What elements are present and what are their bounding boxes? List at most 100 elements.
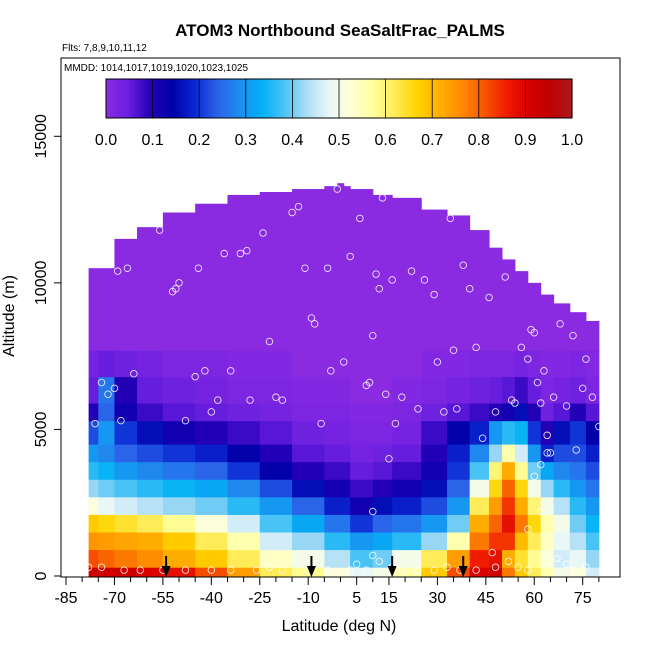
heatmap-cell xyxy=(569,420,587,445)
colorbar-segment xyxy=(513,79,518,118)
heatmap-cell xyxy=(88,420,99,445)
colorbar-tick-label: 0.6 xyxy=(374,132,396,149)
heatmap-cell xyxy=(227,194,261,351)
heatmap-cell xyxy=(569,461,587,480)
heatmap-cell xyxy=(88,444,99,463)
colorbar-segment xyxy=(484,79,489,118)
colorbar-segment xyxy=(423,79,427,118)
heatmap-cell xyxy=(392,197,422,351)
heatmap-cell xyxy=(553,444,571,463)
colorbar-segment xyxy=(368,79,372,118)
heatmap-cell xyxy=(98,403,115,422)
heatmap-cell xyxy=(162,567,196,577)
colorbar-segment xyxy=(551,79,556,118)
colorbar-segment xyxy=(309,79,314,118)
heatmap-cell xyxy=(292,461,325,480)
sample-point xyxy=(130,369,138,378)
colorbar-segment xyxy=(295,79,299,118)
sample-point xyxy=(307,314,316,322)
colorbar-tick-label: 0.5 xyxy=(328,132,350,149)
colorbar-segment xyxy=(490,79,494,118)
colorbar-segment xyxy=(373,79,378,118)
heatmap-cell xyxy=(421,209,448,351)
heatmap-cell xyxy=(350,403,374,422)
colorbar-segment xyxy=(164,79,168,118)
heatmap-cell xyxy=(501,514,516,533)
heatmap-cell xyxy=(114,350,138,378)
colorbar-segment xyxy=(505,79,509,118)
heatmap-cell xyxy=(447,514,471,533)
heatmap-cell xyxy=(162,376,196,404)
sample-point xyxy=(540,367,548,375)
heatmap-cell xyxy=(527,532,542,551)
colorbar-segment xyxy=(449,79,454,118)
heatmap-cell xyxy=(392,514,422,533)
colorbar-segment xyxy=(152,79,157,118)
colorbar-segment xyxy=(117,79,122,118)
colorbar-segment xyxy=(397,79,401,118)
sample-point xyxy=(578,384,587,393)
colorbar-segment xyxy=(432,79,436,118)
heatmap-cell xyxy=(227,479,261,498)
sample-point xyxy=(288,208,296,217)
heatmap-cell xyxy=(514,376,529,404)
sample-point xyxy=(278,396,287,404)
heatmap-cell xyxy=(489,567,503,577)
sample-point xyxy=(536,507,545,516)
heatmap-cell xyxy=(569,403,587,422)
heatmap-cell xyxy=(501,350,516,378)
colorbar-segment xyxy=(132,79,136,118)
heatmap-cell xyxy=(88,403,99,422)
sample-point xyxy=(533,378,542,387)
colorbar-segment xyxy=(566,79,570,118)
heatmap-cell xyxy=(540,514,555,533)
sample-point xyxy=(414,566,422,574)
heatmap-cell xyxy=(292,496,325,515)
heatmap-cell xyxy=(114,238,138,351)
heatmap-cell xyxy=(114,496,138,515)
heatmap-cell xyxy=(350,514,374,533)
heatmap-cell xyxy=(447,549,471,568)
sample-point xyxy=(252,566,261,574)
sample-point xyxy=(136,566,145,574)
colorbar-segment xyxy=(464,79,468,118)
heatmap-cell xyxy=(350,420,374,445)
sample-point xyxy=(243,246,251,255)
heatmap-cell xyxy=(227,420,261,445)
sample-point xyxy=(391,419,400,428)
arrow-head xyxy=(161,566,171,577)
sample-point xyxy=(491,563,500,571)
colorbar-tick-label: 0.0 xyxy=(95,132,117,149)
heatmap-cell xyxy=(98,268,115,351)
subtitle-flights: Flts: 7,8,9,10,11,12 xyxy=(62,43,147,54)
heatmap-cell xyxy=(195,444,228,463)
sample-point xyxy=(478,434,487,442)
sample-point xyxy=(339,358,348,366)
heatmap-cells xyxy=(88,183,600,577)
heatmap-cell xyxy=(259,444,293,463)
colorbar-segment xyxy=(353,79,358,118)
heatmap-cell xyxy=(392,461,422,480)
colorbar-segment xyxy=(315,79,320,118)
heatmap-cell xyxy=(421,514,448,533)
heatmap-cell xyxy=(292,189,325,351)
colorbar-segment xyxy=(429,79,433,118)
heatmap-cell xyxy=(501,403,516,422)
heatmap-cell xyxy=(259,532,293,551)
heatmap-cell xyxy=(114,514,138,533)
colorbar-segment xyxy=(106,79,110,118)
heatmap-cell xyxy=(569,514,587,533)
heatmap-cell xyxy=(585,320,600,351)
sample-point xyxy=(546,449,555,457)
colorbar-segment xyxy=(263,79,267,118)
heatmap-cell xyxy=(569,567,587,577)
heatmap-cell xyxy=(259,403,293,422)
sample-point xyxy=(446,214,455,223)
colorbar-segment xyxy=(108,79,113,118)
sample-point xyxy=(556,320,564,328)
sample-point xyxy=(385,454,393,463)
sample-point xyxy=(472,343,480,352)
sample-point xyxy=(536,399,545,407)
sample-point xyxy=(430,290,438,299)
sample-point xyxy=(595,422,603,431)
